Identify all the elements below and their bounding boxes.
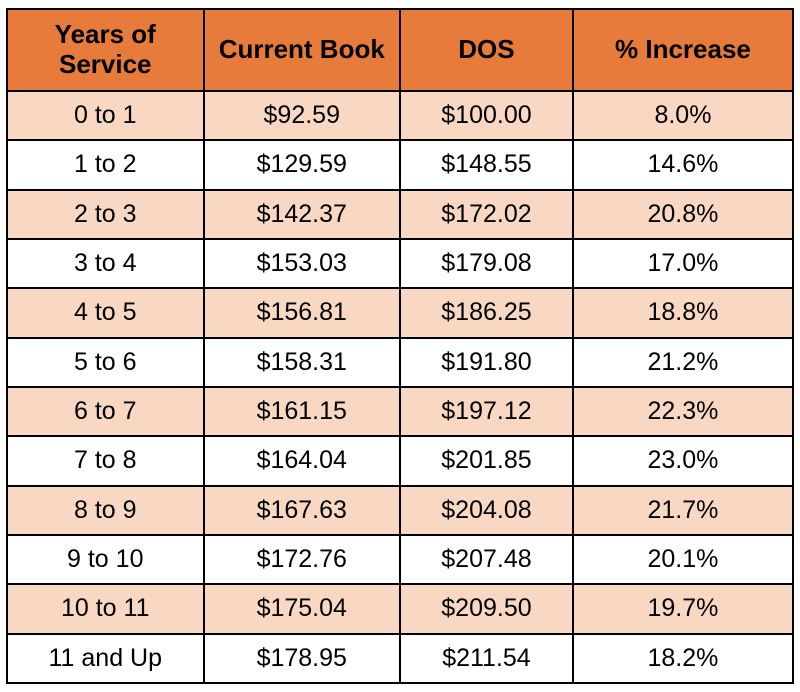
cell-pct: 22.3% [573, 387, 793, 436]
cell-current: $164.04 [204, 436, 401, 485]
cell-dos: $197.12 [400, 387, 573, 436]
cell-current: $153.03 [204, 239, 401, 288]
cell-current: $175.04 [204, 584, 401, 633]
cell-years: 9 to 10 [7, 535, 204, 584]
cell-pct: 23.0% [573, 436, 793, 485]
cell-current: $129.59 [204, 140, 401, 189]
cell-dos: $100.00 [400, 91, 573, 140]
cell-dos: $207.48 [400, 535, 573, 584]
table-body: 0 to 1 $92.59 $100.00 8.0% 1 to 2 $129.5… [7, 91, 793, 683]
cell-current: $161.15 [204, 387, 401, 436]
cell-dos: $209.50 [400, 584, 573, 633]
service-pay-table: Years of Service Current Book DOS % Incr… [6, 8, 794, 684]
header-current-book: Current Book [204, 9, 401, 91]
cell-dos: $204.08 [400, 486, 573, 535]
cell-dos: $186.25 [400, 288, 573, 337]
cell-years: 2 to 3 [7, 190, 204, 239]
cell-current: $172.76 [204, 535, 401, 584]
cell-pct: 18.8% [573, 288, 793, 337]
cell-years: 1 to 2 [7, 140, 204, 189]
header-years: Years of Service [7, 9, 204, 91]
table-row: 10 to 11 $175.04 $209.50 19.7% [7, 584, 793, 633]
cell-years: 3 to 4 [7, 239, 204, 288]
table-row: 1 to 2 $129.59 $148.55 14.6% [7, 140, 793, 189]
table-row: 5 to 6 $158.31 $191.80 21.2% [7, 338, 793, 387]
cell-pct: 18.2% [573, 634, 793, 683]
table-row: 0 to 1 $92.59 $100.00 8.0% [7, 91, 793, 140]
header-row: Years of Service Current Book DOS % Incr… [7, 9, 793, 91]
cell-pct: 19.7% [573, 584, 793, 633]
table-row: 4 to 5 $156.81 $186.25 18.8% [7, 288, 793, 337]
cell-years: 4 to 5 [7, 288, 204, 337]
header-pct-increase: % Increase [573, 9, 793, 91]
table-row: 11 and Up $178.95 $211.54 18.2% [7, 634, 793, 683]
table-row: 7 to 8 $164.04 $201.85 23.0% [7, 436, 793, 485]
cell-current: $156.81 [204, 288, 401, 337]
cell-pct: 14.6% [573, 140, 793, 189]
cell-current: $92.59 [204, 91, 401, 140]
cell-pct: 20.1% [573, 535, 793, 584]
cell-dos: $179.08 [400, 239, 573, 288]
table-row: 3 to 4 $153.03 $179.08 17.0% [7, 239, 793, 288]
cell-pct: 20.8% [573, 190, 793, 239]
cell-dos: $201.85 [400, 436, 573, 485]
header-dos: DOS [400, 9, 573, 91]
cell-current: $178.95 [204, 634, 401, 683]
cell-dos: $172.02 [400, 190, 573, 239]
cell-years: 8 to 9 [7, 486, 204, 535]
cell-pct: 21.2% [573, 338, 793, 387]
cell-years: 7 to 8 [7, 436, 204, 485]
cell-pct: 21.7% [573, 486, 793, 535]
cell-current: $158.31 [204, 338, 401, 387]
cell-years: 10 to 11 [7, 584, 204, 633]
table-container: Years of Service Current Book DOS % Incr… [0, 0, 800, 692]
cell-dos: $211.54 [400, 634, 573, 683]
cell-pct: 17.0% [573, 239, 793, 288]
table-row: 6 to 7 $161.15 $197.12 22.3% [7, 387, 793, 436]
cell-dos: $148.55 [400, 140, 573, 189]
cell-years: 5 to 6 [7, 338, 204, 387]
table-row: 9 to 10 $172.76 $207.48 20.1% [7, 535, 793, 584]
table-row: 2 to 3 $142.37 $172.02 20.8% [7, 190, 793, 239]
cell-dos: $191.80 [400, 338, 573, 387]
cell-years: 11 and Up [7, 634, 204, 683]
cell-current: $142.37 [204, 190, 401, 239]
cell-years: 6 to 7 [7, 387, 204, 436]
cell-current: $167.63 [204, 486, 401, 535]
cell-years: 0 to 1 [7, 91, 204, 140]
table-row: 8 to 9 $167.63 $204.08 21.7% [7, 486, 793, 535]
cell-pct: 8.0% [573, 91, 793, 140]
